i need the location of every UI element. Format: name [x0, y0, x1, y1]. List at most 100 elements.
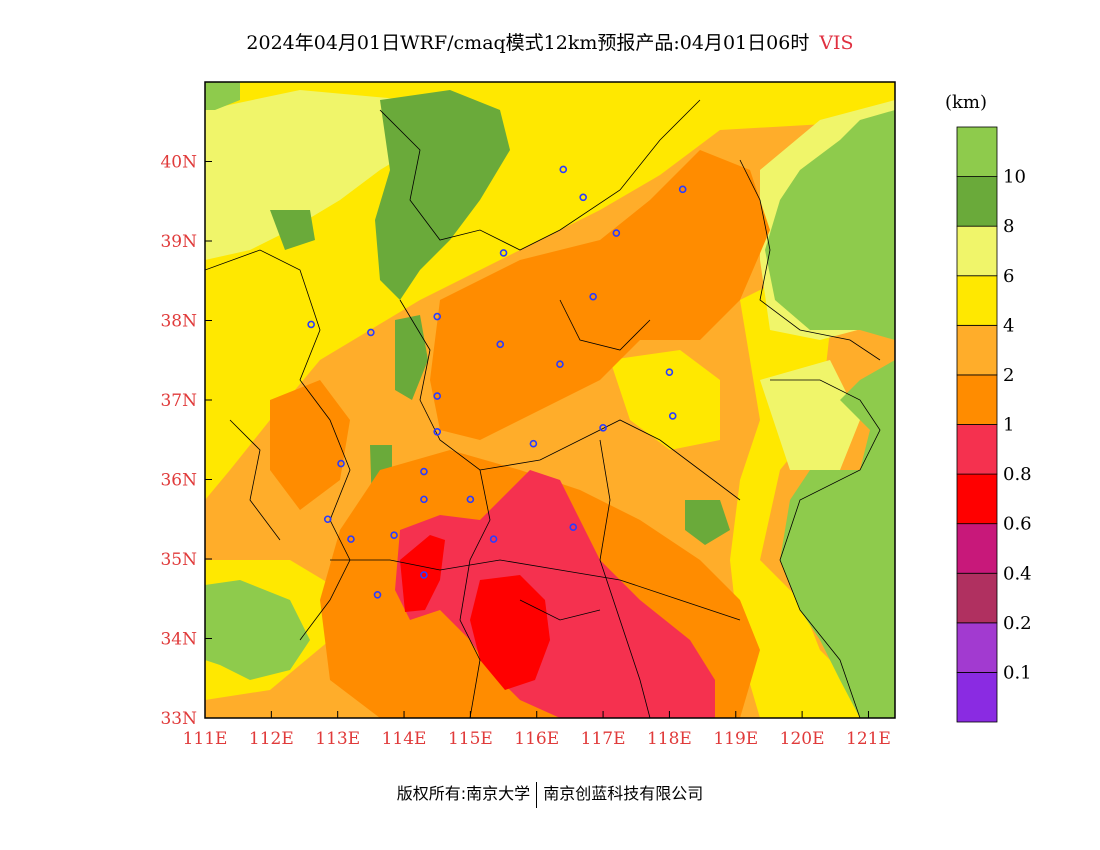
province-border-anhui: [599, 439, 651, 718]
lat-tick-label: 34N: [160, 630, 197, 650]
colorbar-bin: [956, 126, 998, 177]
colorbar-bin: [956, 225, 998, 277]
colorbar-label: 2: [1003, 365, 1014, 386]
colorbar-bin: [956, 176, 998, 227]
footer: 版权所有:南京大学 南京创蓝科技有限公司: [0, 780, 1100, 808]
station-marker: [489, 535, 498, 543]
station-markers: [307, 165, 687, 599]
station-marker: [466, 495, 475, 504]
axis-ticks: 111E 112E 113E 114E 115E 116E 117E 118E 119E 120E…: [160, 153, 890, 750]
colorbar-bin: [956, 374, 998, 425]
colorbar-bin: [956, 473, 998, 525]
lon-tick-label: 120E: [780, 729, 825, 749]
station-marker: [307, 320, 315, 329]
lon-tick-label: 116E: [514, 729, 559, 749]
lon-tick-label: 118E: [647, 729, 692, 749]
colorbar-label: 10: [1003, 167, 1026, 188]
colorbar-label: 1: [1003, 415, 1014, 436]
province-border-hebei-shandong: [399, 299, 741, 501]
footer-company: 南京创蓝科技有限公司: [543, 784, 704, 803]
field-darkgreen-patch1: [395, 315, 428, 400]
station-marker: [529, 439, 538, 448]
station-marker: [556, 360, 564, 369]
colorbar-bin: [956, 324, 998, 376]
county-border-2: [559, 299, 651, 351]
station-marker: [678, 185, 687, 194]
county-border-3: [519, 599, 601, 621]
lat-tick-label: 36N: [160, 471, 197, 491]
coastline-east: [770, 379, 881, 718]
colorbar-label: 0.8: [1003, 464, 1032, 485]
lat-tick-label: 33N: [160, 709, 197, 729]
lon-tick-label: 111E: [183, 729, 228, 749]
station-marker: [420, 571, 428, 579]
station-marker: [433, 427, 442, 436]
colorbar-unit: (km): [945, 92, 987, 113]
visibility-field: [205, 82, 895, 718]
station-marker: [496, 340, 505, 349]
field-red-center: [470, 575, 550, 690]
variable-label: VIS: [819, 32, 854, 54]
lat-tick-label: 39N: [160, 232, 197, 252]
field-darkgreen-lake: [685, 500, 730, 545]
lon-tick-label: 121E: [846, 729, 891, 749]
colorbar-label: 6: [1003, 266, 1014, 287]
field-yellow-north: [205, 82, 895, 500]
county-border-1: [229, 419, 281, 541]
station-marker: [668, 412, 677, 420]
field-darkgreen-patch3: [270, 210, 315, 250]
footer-separator: [536, 781, 538, 808]
field-sea: [765, 110, 895, 718]
field-yellow-shandong: [610, 350, 720, 450]
station-marker: [499, 249, 508, 257]
lat-tick-label: 38N: [160, 312, 197, 332]
station-marker: [599, 424, 607, 432]
colorbar-label: 8: [1003, 216, 1014, 237]
province-border-henan-east: [459, 469, 491, 718]
footer-copyright: 版权所有:南京大学: [396, 784, 531, 803]
colorbar-bin: [956, 424, 998, 475]
field-green-southwest: [205, 580, 310, 680]
province-border-hebei-north: [379, 99, 701, 251]
colorbar-bin: [956, 672, 998, 723]
province-border-henan-anhui: [330, 559, 741, 621]
title-text: 2024年04月01日WRF/cmaq模式12km预报产品:04月01日06时: [246, 32, 810, 54]
station-marker: [373, 590, 382, 599]
lat-tick-label: 37N: [160, 391, 197, 411]
station-marker: [559, 165, 568, 174]
colorbar-label: 0.6: [1003, 514, 1032, 535]
station-marker: [420, 495, 428, 504]
station-marker: [589, 292, 597, 301]
field-pale-northwest: [205, 90, 430, 260]
colorbar-label: 0.4: [1003, 563, 1032, 584]
station-marker: [390, 531, 398, 539]
colorbar-bin: [956, 622, 998, 673]
lon-tick-label: 115E: [448, 729, 493, 749]
station-marker: [612, 229, 621, 237]
station-marker: [337, 459, 345, 468]
boundaries: [205, 99, 881, 718]
station-marker: [433, 312, 442, 321]
station-marker: [323, 515, 332, 524]
lon-tick-label: 113E: [315, 729, 360, 749]
lon-tick-label: 112E: [249, 729, 294, 749]
colorbar-bin: [956, 275, 998, 326]
field-pink-haze: [395, 470, 715, 718]
station-marker: [579, 193, 587, 202]
station-marker: [665, 368, 674, 376]
colorbar-label: 4: [1003, 315, 1014, 336]
field-orange-west: [270, 380, 350, 510]
station-marker: [433, 392, 442, 400]
station-marker: [347, 535, 355, 543]
colorbar-bin: [956, 523, 998, 574]
field-red-west: [400, 535, 445, 612]
coastline-bohai: [739, 159, 881, 361]
lat-tick-label: 35N: [160, 550, 197, 570]
lon-tick-label: 114E: [382, 729, 427, 749]
province-border-shanxi: [205, 249, 351, 641]
field-green-corner: [205, 82, 240, 110]
station-marker: [367, 328, 375, 337]
field-darkgreen-north: [375, 90, 510, 300]
colorbar-label: 0.1: [1003, 662, 1032, 683]
